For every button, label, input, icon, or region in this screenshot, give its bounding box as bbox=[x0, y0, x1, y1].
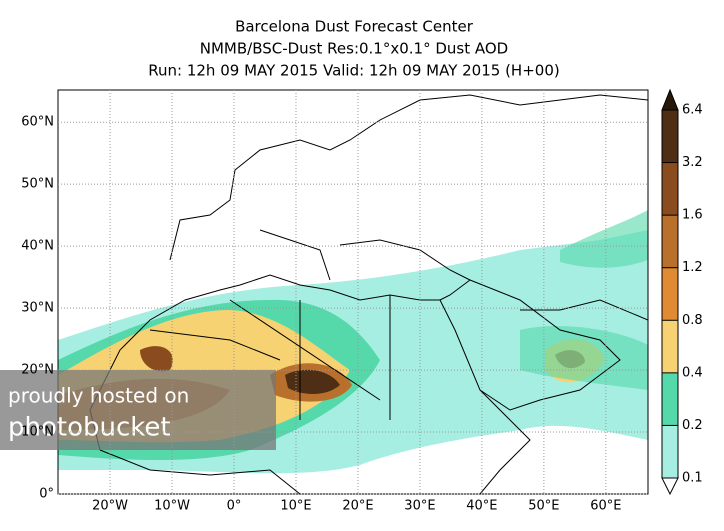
colorbar-band bbox=[662, 215, 678, 268]
colorbar-label: 0.1 bbox=[682, 471, 703, 486]
y-tick-label: 40°N bbox=[21, 239, 54, 254]
colorbar-label: 1.2 bbox=[682, 260, 703, 275]
title-line: Run: 12h 09 MAY 2015 Valid: 12h 09 MAY 2… bbox=[148, 62, 559, 80]
watermark-text: proudly hosted on bbox=[8, 384, 189, 408]
title-line: NMMB/BSC-Dust Res:0.1°x0.1° Dust AOD bbox=[200, 40, 508, 58]
y-tick-label: 50°N bbox=[21, 177, 54, 192]
x-tick-label: 0° bbox=[227, 499, 242, 514]
colorbar-label: 6.4 bbox=[682, 103, 703, 118]
colorbar-under bbox=[661, 477, 679, 496]
colorbar-band bbox=[662, 425, 678, 478]
y-tick-label: 30°N bbox=[21, 301, 54, 316]
x-tick-label: 20°E bbox=[342, 499, 373, 514]
colorbar-label: 0.8 bbox=[682, 313, 703, 328]
x-tick-label: 20°W bbox=[92, 499, 128, 514]
x-tick-label: 10°W bbox=[154, 499, 190, 514]
y-tick-label: 20°N bbox=[21, 363, 54, 378]
colorbar-band bbox=[662, 162, 678, 216]
watermark-text: photobucket bbox=[8, 413, 171, 443]
colorbar-label: 3.2 bbox=[682, 155, 703, 170]
x-tick-label: 30°E bbox=[404, 499, 435, 514]
x-tick-label: 10°E bbox=[280, 499, 311, 514]
y-tick-label: 60°N bbox=[21, 115, 54, 130]
y-tick-label: 0° bbox=[39, 487, 54, 502]
colorbar-band bbox=[662, 320, 678, 373]
watermark-box bbox=[0, 370, 276, 450]
colorbar-label: 1.6 bbox=[682, 208, 703, 223]
coastlines bbox=[89, 94, 648, 494]
title-line: Barcelona Dust Forecast Center bbox=[235, 18, 474, 36]
y-tick-label: 10°N bbox=[21, 425, 54, 440]
colorbar-band bbox=[662, 110, 678, 163]
x-tick-label: 60°E bbox=[590, 499, 621, 514]
colorbar-band bbox=[662, 267, 678, 321]
colorbar-label: 0.4 bbox=[682, 365, 703, 380]
x-tick-label: 40°E bbox=[466, 499, 497, 514]
colorbar-band bbox=[662, 372, 678, 426]
x-tick-label: 50°E bbox=[528, 499, 559, 514]
colorbar-over bbox=[661, 88, 679, 111]
colorbar: 0.1 0.2 0.4 0.8 1.2 1.6 3.2 6.4 bbox=[661, 88, 703, 496]
colorbar-label: 0.2 bbox=[682, 418, 703, 433]
